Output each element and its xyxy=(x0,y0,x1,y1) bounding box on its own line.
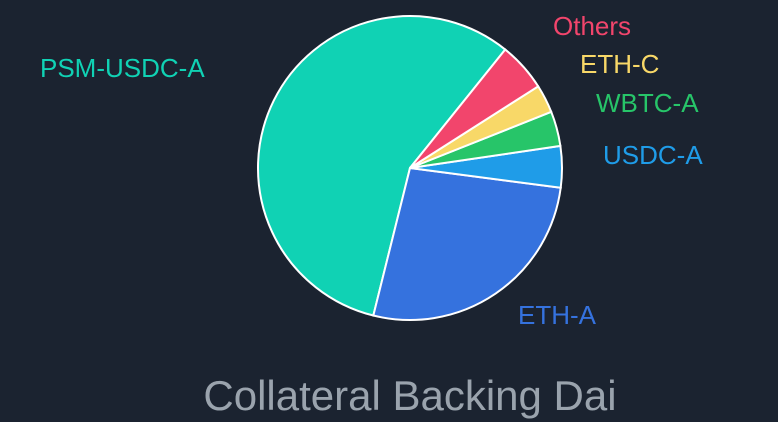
slice-label: ETH-C xyxy=(580,49,659,79)
slice-label: USDC-A xyxy=(603,140,703,170)
slice-label: ETH-A xyxy=(518,300,597,330)
pie-slice xyxy=(372,166,562,321)
pie-slice xyxy=(409,48,540,169)
pie-slice xyxy=(257,15,507,317)
slice-label: Others xyxy=(553,11,631,41)
chart-title: Collateral Backing Dai xyxy=(203,372,616,419)
slice-label: PSM-USDC-A xyxy=(40,53,205,83)
slice-label: WBTC-A xyxy=(596,88,699,118)
